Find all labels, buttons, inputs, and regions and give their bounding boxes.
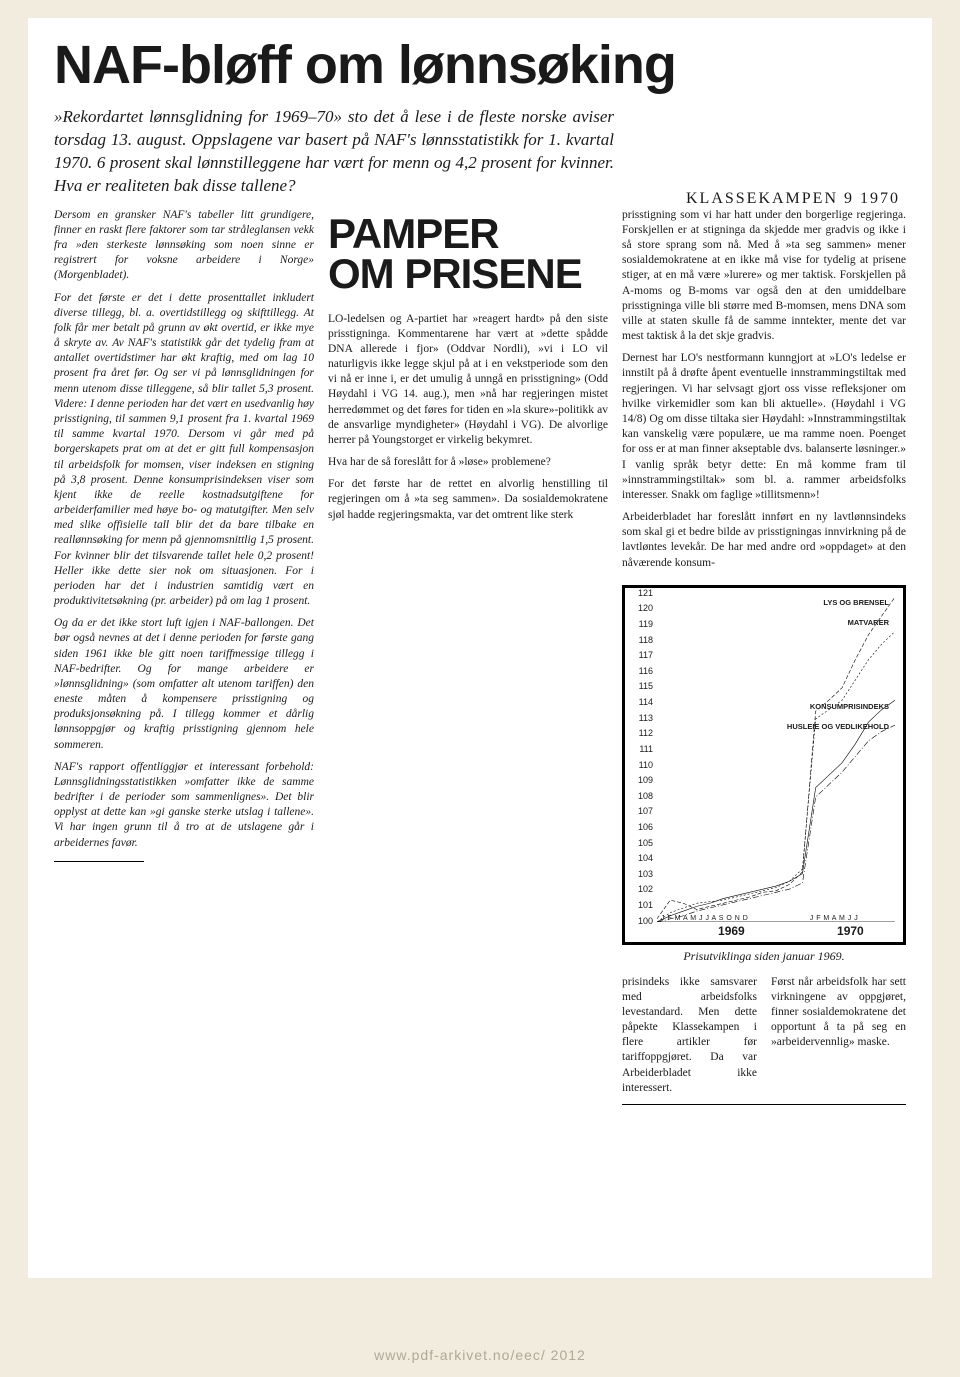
headline: NAF-bløff om lønnsøking bbox=[54, 38, 906, 92]
xlabels-1970: J F M A M J J bbox=[806, 914, 895, 923]
subhead-line2: OM PRISENE bbox=[328, 254, 608, 294]
xaxis-1969: J F M A M J J A S O N D 1969 bbox=[657, 914, 806, 940]
xyear-1969: 1969 bbox=[657, 924, 806, 940]
price-chart: 1001011021031041051061071081091101111121… bbox=[622, 585, 906, 945]
label-mat: MATVARER bbox=[848, 618, 889, 628]
section-rule bbox=[54, 861, 144, 862]
right-p2: Dernest har LO's nestformann kunngjort a… bbox=[622, 351, 906, 503]
footer-watermark: www.pdf-arkivet.no/eec/ 2012 bbox=[0, 1347, 960, 1363]
subhead-line1: PAMPER bbox=[328, 214, 608, 254]
chart-yaxis: 1001011021031041051061071081091101111121… bbox=[629, 594, 655, 922]
column-middle: PAMPER OM PRISENE LO-ledelsen og A-parti… bbox=[328, 208, 608, 1109]
chart-plot-area: LYS OG BRENSEL MATVARER KONSUMPRISINDEKS… bbox=[657, 594, 895, 922]
mid-p1: LO-ledelsen og A-partiet har »reagert ha… bbox=[328, 312, 608, 449]
left-p4: NAF's rapport offentliggjør et interessa… bbox=[54, 760, 314, 851]
end-rule bbox=[622, 1104, 906, 1105]
chart-xaxis: J F M A M J J A S O N D 1969 J F M A M J… bbox=[657, 914, 895, 940]
xaxis-1970: J F M A M J J 1970 bbox=[806, 914, 895, 940]
label-konsum: KONSUMPRISINDEKS bbox=[810, 702, 889, 712]
below-chart-text: prisindeks ikke samsvarer med arbeidsfol… bbox=[622, 975, 906, 1096]
mid-p3: For det første har de rettet en alvorlig… bbox=[328, 477, 608, 523]
mid-p2: Hva har de så foreslått for å »løse» pro… bbox=[328, 455, 608, 470]
left-p2: For det første er det i dette prosenttal… bbox=[54, 291, 314, 610]
columns: Dersom en gransker NAF's tabeller litt g… bbox=[54, 208, 906, 1109]
masthead: KLASSEKAMPEN 9 1970 bbox=[686, 190, 900, 208]
page: NAF-bløff om lønnsøking »Rekordartet løn… bbox=[28, 18, 932, 1278]
label-lys: LYS OG BRENSEL bbox=[823, 598, 889, 608]
left-p1: Dersom en gransker NAF's tabeller litt g… bbox=[54, 208, 314, 284]
sub-headline: PAMPER OM PRISENE bbox=[328, 214, 608, 294]
xyear-1970: 1970 bbox=[806, 924, 895, 940]
chart-svg bbox=[657, 594, 895, 922]
lede-paragraph: »Rekordartet lønnsglidning for 1969–70» … bbox=[54, 106, 614, 198]
left-p3: Og da er det ikke stort luft igjen i NAF… bbox=[54, 616, 314, 753]
label-husleie: HUSLEIE OG VEDLIKEHOLD bbox=[787, 722, 889, 732]
right-p3: Arbeiderbladet har foreslått innført en … bbox=[622, 510, 906, 571]
column-left: Dersom en gransker NAF's tabeller litt g… bbox=[54, 208, 314, 1109]
chart-caption: Prisutviklinga siden januar 1969. bbox=[622, 949, 906, 965]
column-right: prisstigning som vi har hatt under den b… bbox=[622, 208, 906, 1109]
below-left: prisindeks ikke samsvarer med arbeidsfol… bbox=[622, 975, 757, 1096]
below-right: Først når arbeidsfolk har sett virkninge… bbox=[771, 975, 906, 1096]
right-p1: prisstigning som vi har hatt under den b… bbox=[622, 208, 906, 345]
xlabels-1969: J F M A M J J A S O N D bbox=[657, 914, 806, 923]
